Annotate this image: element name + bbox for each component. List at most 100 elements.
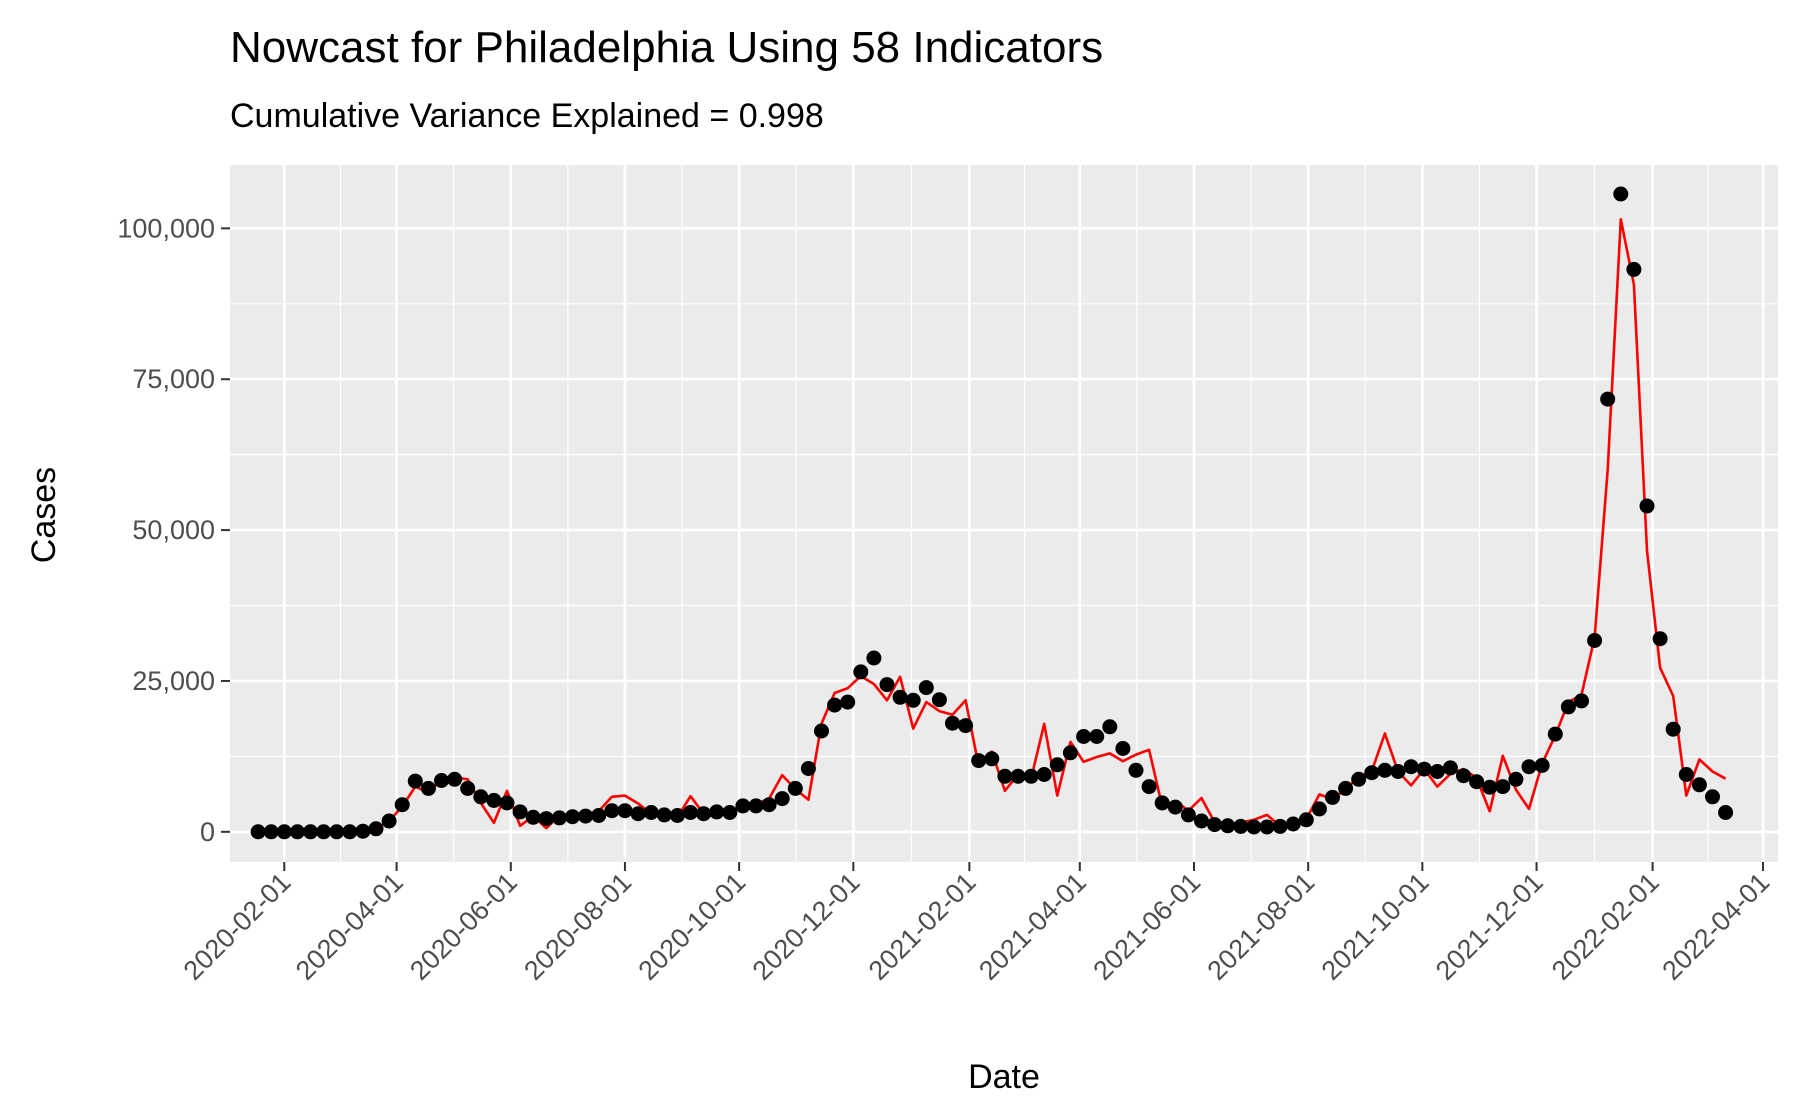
y-tick-label: 25,000 [132, 666, 215, 696]
observed-point [774, 791, 790, 807]
observed-point [669, 808, 685, 823]
observed-point [892, 689, 908, 705]
observed-point [1691, 777, 1707, 793]
observed-point [342, 824, 358, 840]
observed-point [1180, 807, 1196, 823]
observed-point [1036, 767, 1052, 782]
observed-point [604, 803, 620, 819]
observed-point [866, 650, 882, 666]
observed-point [1508, 771, 1524, 787]
observed-point [355, 823, 371, 839]
observed-point [538, 811, 554, 827]
observed-point [1089, 729, 1105, 744]
observed-point [1469, 774, 1485, 790]
observed-point [1141, 779, 1157, 795]
observed-point [814, 723, 829, 739]
y-axis: 0 25,000 50,000 75,000 100,000 [117, 213, 230, 847]
observed-point [1429, 764, 1445, 779]
observed-point [250, 824, 266, 840]
observed-point [1049, 757, 1065, 773]
observed-point [1220, 818, 1236, 834]
panel-background [230, 165, 1778, 862]
observed-point [630, 806, 646, 822]
observed-point [1154, 795, 1170, 811]
observed-point [1678, 767, 1694, 782]
observed-point [1416, 761, 1432, 777]
observed-point [1600, 391, 1616, 407]
observed-point [1207, 817, 1223, 833]
observed-point [761, 797, 777, 813]
x-tick-label: 2020-02-01 [178, 867, 297, 986]
observed-point [1547, 726, 1563, 742]
observed-point [1377, 762, 1393, 778]
observed-point [827, 697, 843, 713]
observed-point [748, 798, 764, 814]
observed-point [683, 805, 698, 820]
observed-point [709, 804, 725, 820]
observed-point [1010, 768, 1026, 784]
observed-point [1626, 261, 1642, 277]
observed-point [1639, 498, 1655, 514]
observed-point [800, 761, 816, 776]
observed-point [1390, 764, 1406, 779]
observed-point [984, 751, 1000, 767]
x-tick-label: 2021-02-01 [863, 867, 982, 986]
x-tick-label: 2020-06-01 [404, 867, 523, 986]
chart-title: Nowcast for Philadelphia Using 58 Indica… [230, 23, 1103, 72]
x-tick-label: 2021-08-01 [1202, 867, 1321, 986]
observed-point [1298, 812, 1314, 828]
x-tick-label: 2022-02-01 [1546, 867, 1665, 986]
observed-point [1233, 818, 1249, 834]
observed-point [1456, 768, 1471, 784]
x-tick-label: 2021-12-01 [1430, 867, 1549, 986]
observed-point [853, 664, 869, 680]
observed-point [1285, 816, 1301, 832]
observed-point [263, 824, 279, 840]
observed-point [1521, 759, 1537, 775]
x-tick-label: 2021-06-01 [1087, 867, 1206, 986]
observed-point [460, 780, 476, 796]
observed-point [945, 715, 960, 731]
observed-point [289, 824, 305, 840]
observed-point [1442, 760, 1458, 776]
observed-point [905, 692, 921, 708]
observed-point [1705, 789, 1720, 805]
observed-point [525, 809, 541, 825]
y-axis-title: Cases [25, 467, 63, 563]
observed-point [656, 807, 672, 823]
observed-series [250, 186, 1734, 840]
x-tick-label: 2021-04-01 [973, 867, 1092, 986]
observed-point [1652, 631, 1668, 647]
observed-point [971, 753, 987, 769]
observed-point [735, 798, 751, 814]
observed-point [512, 804, 528, 820]
y-tick-label: 50,000 [132, 515, 215, 545]
observed-point [696, 806, 712, 822]
plot-panel [230, 165, 1778, 862]
observed-point [1587, 633, 1603, 648]
observed-point [499, 795, 515, 811]
observed-point [420, 780, 436, 796]
observed-point [1062, 745, 1078, 761]
observed-point [394, 797, 410, 813]
y-tick-label: 0 [200, 817, 215, 847]
observed-point [1128, 762, 1144, 778]
observed-point [473, 789, 489, 805]
observed-point [316, 824, 332, 840]
observed-point [303, 824, 318, 840]
observed-point [276, 824, 292, 840]
observed-point [1560, 699, 1576, 715]
observed-point [1023, 768, 1039, 784]
observed-point [1246, 819, 1262, 835]
observed-point [1403, 759, 1419, 775]
observed-point [1718, 805, 1734, 820]
observed-point [407, 773, 423, 789]
observed-point [381, 813, 397, 829]
observed-point [787, 780, 803, 796]
observed-point [565, 809, 580, 825]
x-axis: 2020-02-012020-04-012020-06-012020-08-01… [178, 862, 1775, 986]
observed-point [1102, 719, 1118, 735]
x-tick-label: 2020-08-01 [518, 867, 637, 986]
